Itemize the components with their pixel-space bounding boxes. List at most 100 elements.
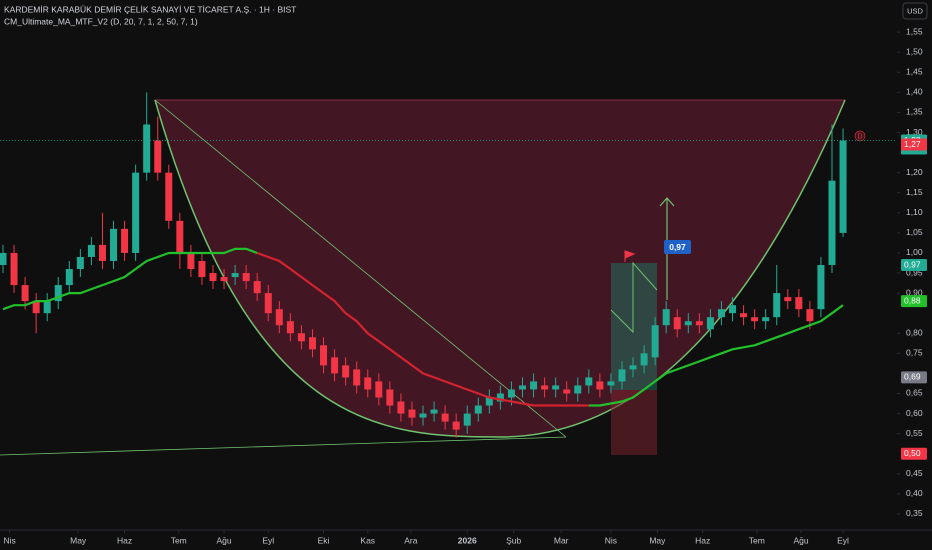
candle-body <box>474 405 482 414</box>
x-tick-label: Eyl <box>262 535 274 545</box>
y-tick-label: 1,15 <box>906 187 923 197</box>
candle-body <box>320 345 328 366</box>
currency-button[interactable] <box>902 2 928 20</box>
candle-body <box>507 389 515 398</box>
candle-body <box>331 357 339 374</box>
candle-body <box>795 297 803 310</box>
flag <box>624 250 636 262</box>
candle-body <box>209 273 217 282</box>
y-tick-label: 1,40 <box>906 87 923 97</box>
candle-body <box>541 385 549 390</box>
price-label: 0,97 <box>904 259 921 269</box>
candle-body <box>717 309 725 318</box>
x-tick-label: Haz <box>695 535 710 545</box>
candle-body <box>0 252 7 265</box>
y-tick-label: 1,45 <box>906 67 923 77</box>
candle-body <box>132 172 140 253</box>
x-tick-label: Ara <box>404 535 418 545</box>
candle-body <box>264 293 272 314</box>
price-label-box <box>901 371 927 384</box>
candle-body <box>452 421 460 430</box>
drawings: 0,97 D <box>0 99 866 456</box>
candle-body <box>408 409 416 418</box>
candle-body <box>585 377 593 386</box>
candle-body <box>10 252 18 286</box>
candle-body <box>187 252 195 270</box>
candle-body <box>518 385 526 390</box>
y-tick-label: 0,80 <box>906 328 923 338</box>
candle-body <box>220 277 228 282</box>
price-label-box <box>901 259 927 271</box>
candle-body <box>297 333 305 342</box>
y-tick-label: 0,95 <box>906 267 923 277</box>
candle-body <box>165 172 173 221</box>
y-tick-label: 0,40 <box>906 488 923 498</box>
x-tick-label: Kas <box>360 535 375 545</box>
x-tick-label: Ağu <box>793 535 808 545</box>
candle-body <box>275 309 283 326</box>
zigzag <box>610 261 658 334</box>
ma-line <box>2 247 844 407</box>
candle-body <box>110 228 118 261</box>
candle-body <box>375 381 383 398</box>
plot <box>0 92 897 438</box>
x-tick-label: Haz <box>117 535 132 545</box>
chart-title: KARDEMİR KARABÜK DEMİR ÇELİK SANAYİ VE T… <box>4 4 296 14</box>
x-tick-label: 2026 <box>458 535 477 545</box>
candle-body <box>651 325 659 358</box>
candle-body <box>386 389 394 406</box>
currency-label[interactable]: USD <box>907 6 923 15</box>
candle-body <box>121 228 129 253</box>
pattern-area <box>155 100 845 437</box>
candle-body <box>530 381 538 390</box>
y-tick-label: 1,00 <box>906 247 923 257</box>
candle-body <box>784 297 792 302</box>
candle-body <box>143 124 151 173</box>
candle-body <box>762 317 770 322</box>
chart-subtitle: CM_Ultimate_MA_MTF_V2 (D, 20, 7, 1, 2, 5… <box>4 16 198 26</box>
marker-label: D <box>857 133 862 140</box>
x-tick-label: Şub <box>506 535 521 545</box>
y-tick-label: 1,30 <box>906 127 923 137</box>
candle-body <box>98 244 106 261</box>
candle-body <box>308 337 316 350</box>
candle-body <box>817 265 825 310</box>
candle-body <box>43 301 51 314</box>
y-tick-label: 1,50 <box>906 46 923 56</box>
arrow-head <box>659 197 675 207</box>
candle-body <box>706 317 714 330</box>
candle-body <box>430 409 438 414</box>
x-tick-label: Eyl <box>837 535 849 545</box>
x-tick-label: Mar <box>554 535 569 545</box>
x-tick-label: Nis <box>3 535 15 545</box>
y-tick-label: 0,65 <box>906 388 923 398</box>
candle-body <box>607 381 615 386</box>
x-tick-label: Ağu <box>216 535 231 545</box>
candle-body <box>563 389 571 394</box>
price-label: 0,88 <box>904 295 921 305</box>
marker <box>854 130 866 142</box>
candle-body <box>154 140 162 173</box>
candle-body <box>485 397 493 406</box>
candle-body <box>751 317 759 322</box>
y-tick-label: 0,90 <box>906 287 923 297</box>
candle-body <box>353 369 361 386</box>
candle-body <box>32 301 40 314</box>
y-tick-label: 1,55 <box>906 26 923 36</box>
x-tick-label: May <box>70 535 87 545</box>
price-label: 0,69 <box>904 372 921 382</box>
base-line <box>0 436 567 456</box>
candle-body <box>839 140 847 233</box>
candle-body <box>684 321 692 326</box>
price-label-box <box>901 138 927 151</box>
candle-body <box>596 381 604 390</box>
candle-body <box>640 353 648 366</box>
candle-body <box>286 321 294 334</box>
candle-body <box>773 293 781 318</box>
candle-body <box>618 369 626 382</box>
candle-body <box>729 305 737 314</box>
candle-body <box>242 273 250 282</box>
y-tick-label: 1,10 <box>906 207 923 217</box>
x-tick-label: Nis <box>605 535 617 545</box>
annotation-label: 0,97 <box>669 242 686 252</box>
